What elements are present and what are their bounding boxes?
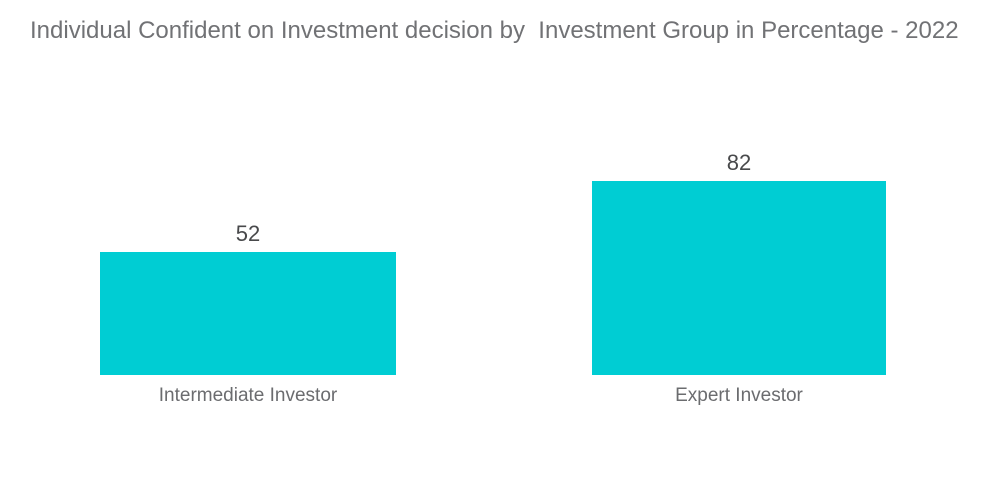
category-label-expert-investor: Expert Investor	[675, 385, 803, 406]
bar-value-label: 82	[726, 150, 752, 175]
bar-expert-investor	[592, 181, 886, 375]
bar-group-intermediate-investor: 52	[100, 0, 396, 375]
bar-intermediate-investor	[100, 252, 396, 375]
bar-group-expert-investor: 82	[592, 0, 886, 375]
category-label-intermediate-investor: Intermediate Investor	[158, 385, 338, 406]
chart-title: Individual Confident on Investment decis…	[30, 17, 959, 44]
bar-value-label: 52	[235, 221, 261, 246]
